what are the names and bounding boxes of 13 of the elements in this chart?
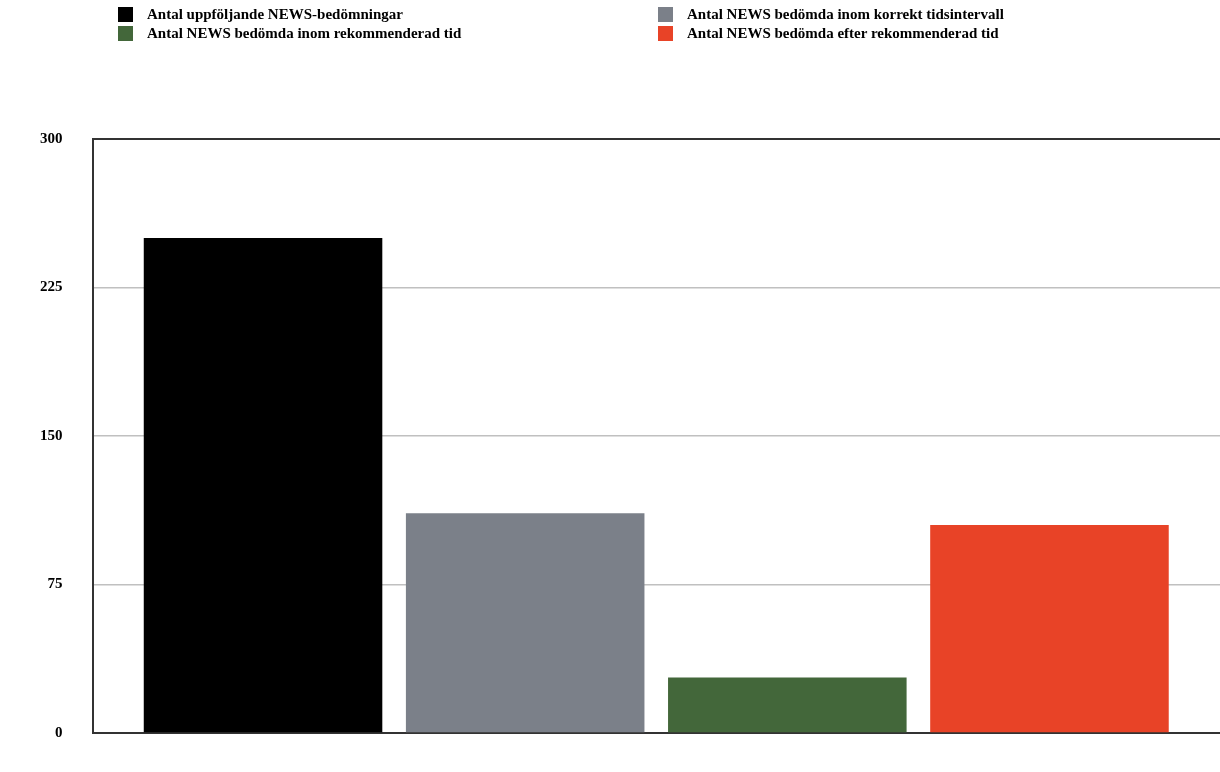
y-tick-label: 225 (40, 278, 63, 295)
y-tick-label: 300 (40, 129, 63, 146)
y-tick-label: 150 (40, 426, 63, 443)
y-tick-label: 75 (47, 575, 63, 592)
bar (143, 238, 383, 733)
legend-label: Antal NEWS bedömda inom korrekt tidsintervall (687, 6, 1004, 23)
legend-label: Antal NEWS bedömda inom rekommenderad tid (147, 25, 462, 42)
legend-label: Antal NEWS bedömda efter rekommenderad tid (687, 25, 999, 42)
bar (930, 525, 1169, 733)
bar (668, 677, 907, 733)
legend-label: Antal uppföljande NEWS-bedömningar (147, 6, 403, 23)
y-tick-label: 0 (55, 723, 63, 740)
bar (405, 513, 645, 733)
